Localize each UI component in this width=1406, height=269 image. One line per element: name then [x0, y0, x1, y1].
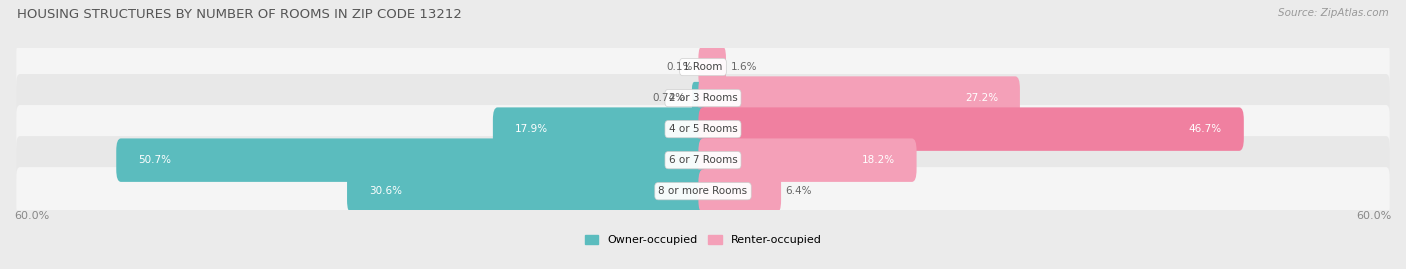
Text: Source: ZipAtlas.com: Source: ZipAtlas.com: [1278, 8, 1389, 18]
FancyBboxPatch shape: [17, 136, 1389, 184]
FancyBboxPatch shape: [699, 107, 1244, 151]
Text: 8 or more Rooms: 8 or more Rooms: [658, 186, 748, 196]
FancyBboxPatch shape: [699, 169, 782, 213]
FancyBboxPatch shape: [699, 76, 1019, 120]
Text: 1 Room: 1 Room: [683, 62, 723, 72]
Text: 6 or 7 Rooms: 6 or 7 Rooms: [669, 155, 737, 165]
Text: 4 or 5 Rooms: 4 or 5 Rooms: [669, 124, 737, 134]
FancyBboxPatch shape: [117, 139, 707, 182]
Text: 6.4%: 6.4%: [786, 186, 813, 196]
Text: 50.7%: 50.7%: [138, 155, 172, 165]
Text: 17.9%: 17.9%: [515, 124, 548, 134]
Text: 46.7%: 46.7%: [1189, 124, 1222, 134]
Text: 1.6%: 1.6%: [731, 62, 756, 72]
Text: 30.6%: 30.6%: [368, 186, 402, 196]
FancyBboxPatch shape: [17, 43, 1389, 91]
FancyBboxPatch shape: [17, 74, 1389, 122]
FancyBboxPatch shape: [699, 139, 917, 182]
Text: 60.0%: 60.0%: [1357, 211, 1392, 221]
FancyBboxPatch shape: [702, 57, 703, 77]
FancyBboxPatch shape: [17, 167, 1389, 215]
Text: 18.2%: 18.2%: [862, 155, 894, 165]
Text: 0.1%: 0.1%: [666, 62, 693, 72]
FancyBboxPatch shape: [494, 107, 707, 151]
FancyBboxPatch shape: [699, 45, 725, 89]
Text: HOUSING STRUCTURES BY NUMBER OF ROOMS IN ZIP CODE 13212: HOUSING STRUCTURES BY NUMBER OF ROOMS IN…: [17, 8, 461, 21]
Text: 60.0%: 60.0%: [14, 211, 49, 221]
FancyBboxPatch shape: [347, 169, 707, 213]
Text: 27.2%: 27.2%: [965, 93, 998, 103]
FancyBboxPatch shape: [17, 105, 1389, 153]
Legend: Owner-occupied, Renter-occupied: Owner-occupied, Renter-occupied: [581, 230, 825, 249]
Text: 2 or 3 Rooms: 2 or 3 Rooms: [669, 93, 737, 103]
Text: 0.74%: 0.74%: [652, 93, 685, 103]
FancyBboxPatch shape: [692, 82, 706, 114]
